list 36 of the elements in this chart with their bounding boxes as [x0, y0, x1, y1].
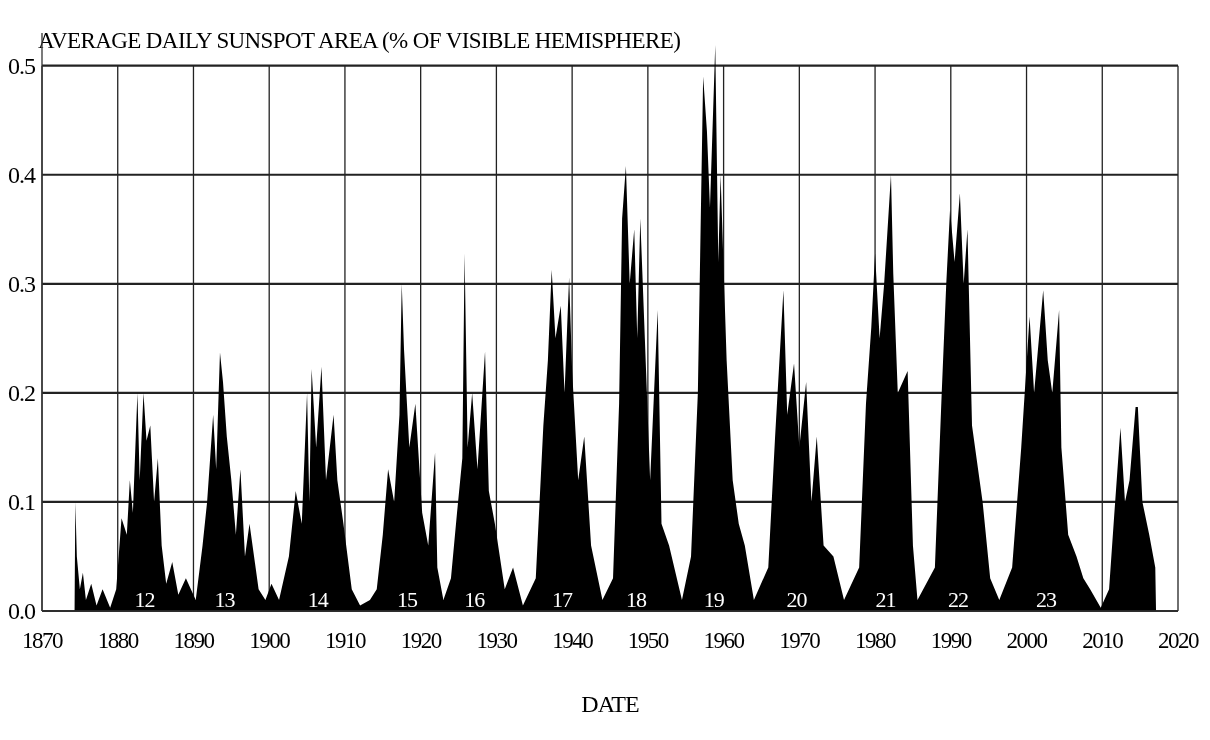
y-tick-label: 0.4: [8, 161, 36, 188]
x-tick-label: 1940: [552, 628, 594, 653]
x-tick-label: 1880: [97, 628, 139, 653]
x-tick-label: 1930: [476, 628, 518, 653]
x-tick-label: 1920: [400, 628, 442, 653]
x-tick-label: 1960: [703, 628, 745, 653]
y-tick-label: 0.0: [8, 598, 36, 624]
x-tick-label: 1980: [855, 628, 897, 653]
annotation: 14: [307, 587, 329, 612]
x-tick-label: 1890: [173, 628, 215, 653]
annotation: 23: [1035, 587, 1057, 612]
annotation: 15: [397, 587, 419, 612]
x-tick-label: 1870: [22, 628, 63, 653]
x-tick-label: 1950: [627, 628, 669, 653]
x-tick-label: 1910: [324, 628, 366, 653]
x-tick-label: 1990: [930, 628, 972, 653]
chart-title: AVERAGE DAILY SUNSPOT AREA (% OF VISIBLE HEMISPHERE): [38, 28, 681, 53]
x-tick-label: 1970: [779, 628, 821, 653]
annotation: 18: [626, 587, 648, 612]
x-tick-label: 1900: [249, 628, 291, 653]
annotation: 13: [214, 587, 236, 612]
y-tick-label: 0.1: [8, 488, 35, 515]
annotation: 22: [947, 587, 968, 612]
x-tick-label: 2010: [1082, 628, 1124, 653]
annotation: 12: [134, 587, 155, 612]
x-axis-title: DATE: [581, 691, 639, 717]
annotation: 17: [551, 587, 573, 612]
y-tick-label: 0.2: [8, 379, 35, 406]
annotation: 20: [786, 587, 808, 612]
x-tick-label: 2020: [1158, 628, 1199, 653]
annotation: 19: [703, 587, 725, 612]
annotation: 16: [464, 587, 486, 612]
annotation: 21: [875, 587, 896, 612]
y-tick-label: 0.3: [8, 270, 36, 297]
y-tick-label: 0.5: [8, 52, 36, 79]
x-tick-label: 2000: [1006, 628, 1048, 653]
